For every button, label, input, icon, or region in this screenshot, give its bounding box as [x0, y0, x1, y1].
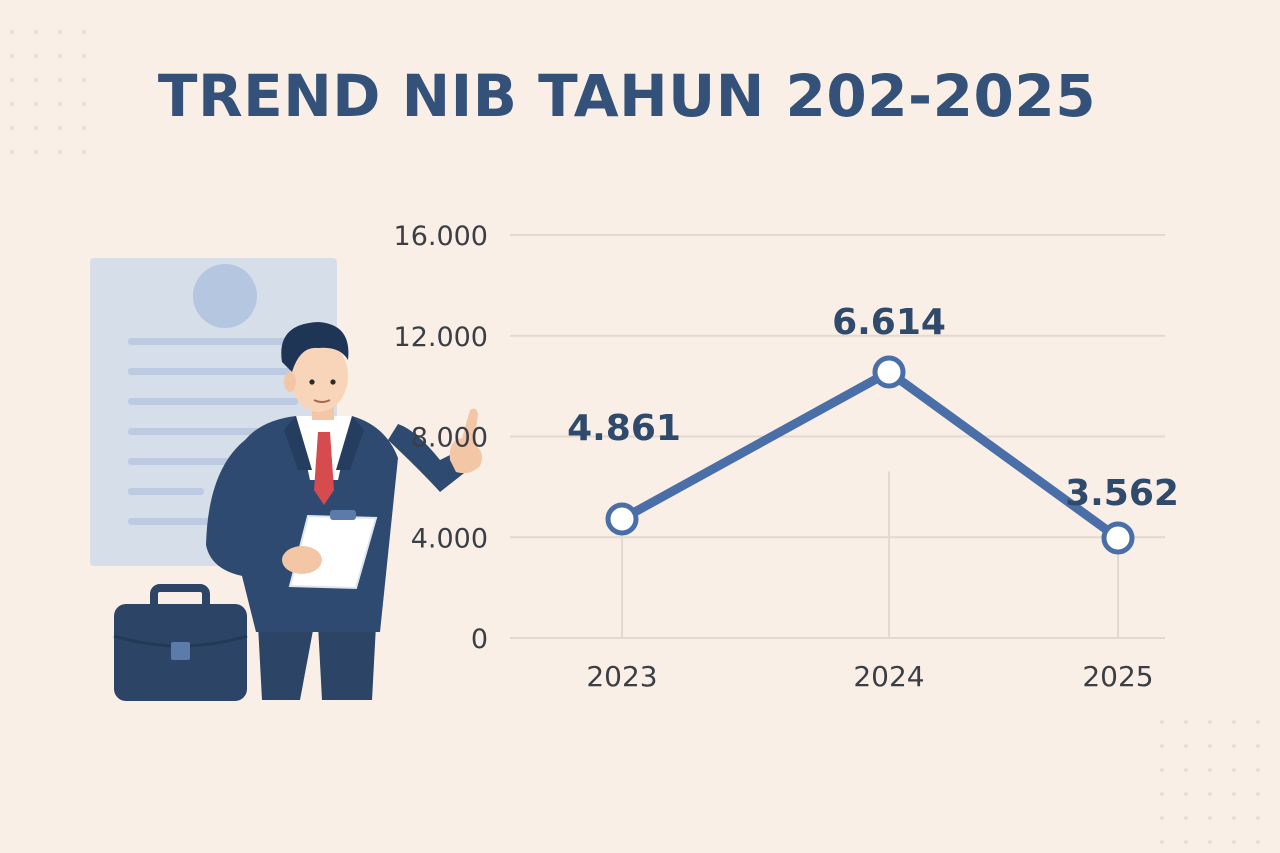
data-point-2024	[872, 355, 906, 389]
data-label-2025: 3.562	[1065, 473, 1179, 514]
x-tick-label: 2025	[1082, 660, 1153, 693]
x-tick-label: 2023	[586, 660, 657, 693]
data-labels: 4.861 6.614 3.562	[567, 302, 1179, 514]
x-tick-label: 2024	[853, 660, 924, 693]
data-point-2023	[605, 502, 639, 536]
illustration	[90, 258, 482, 701]
decor-dots-bottomright	[1150, 690, 1280, 853]
series-line-path	[617, 367, 1123, 543]
businessman-pointing-icon	[206, 322, 482, 700]
data-point-2025	[1101, 521, 1135, 555]
data-label-2023: 4.861	[567, 408, 681, 449]
y-tick-label: 16.000	[394, 221, 488, 252]
y-axis: 0 4.000 8.000 12.000 16.000	[394, 221, 488, 655]
series-line	[605, 355, 1135, 555]
decor-dots-topleft	[0, 0, 100, 170]
x-axis: 2023 2024 2025	[586, 660, 1153, 693]
data-label-2024: 6.614	[832, 302, 946, 343]
chart-gridlines	[510, 234, 1165, 639]
y-tick-label: 8.000	[411, 423, 488, 454]
briefcase-icon	[113, 584, 248, 701]
y-tick-label: 12.000	[394, 322, 488, 353]
chart-title: TREND NIB TAHUN 202-2025	[157, 62, 1097, 130]
y-tick-label: 4.000	[411, 523, 488, 554]
y-tick-label: 0	[471, 624, 488, 655]
